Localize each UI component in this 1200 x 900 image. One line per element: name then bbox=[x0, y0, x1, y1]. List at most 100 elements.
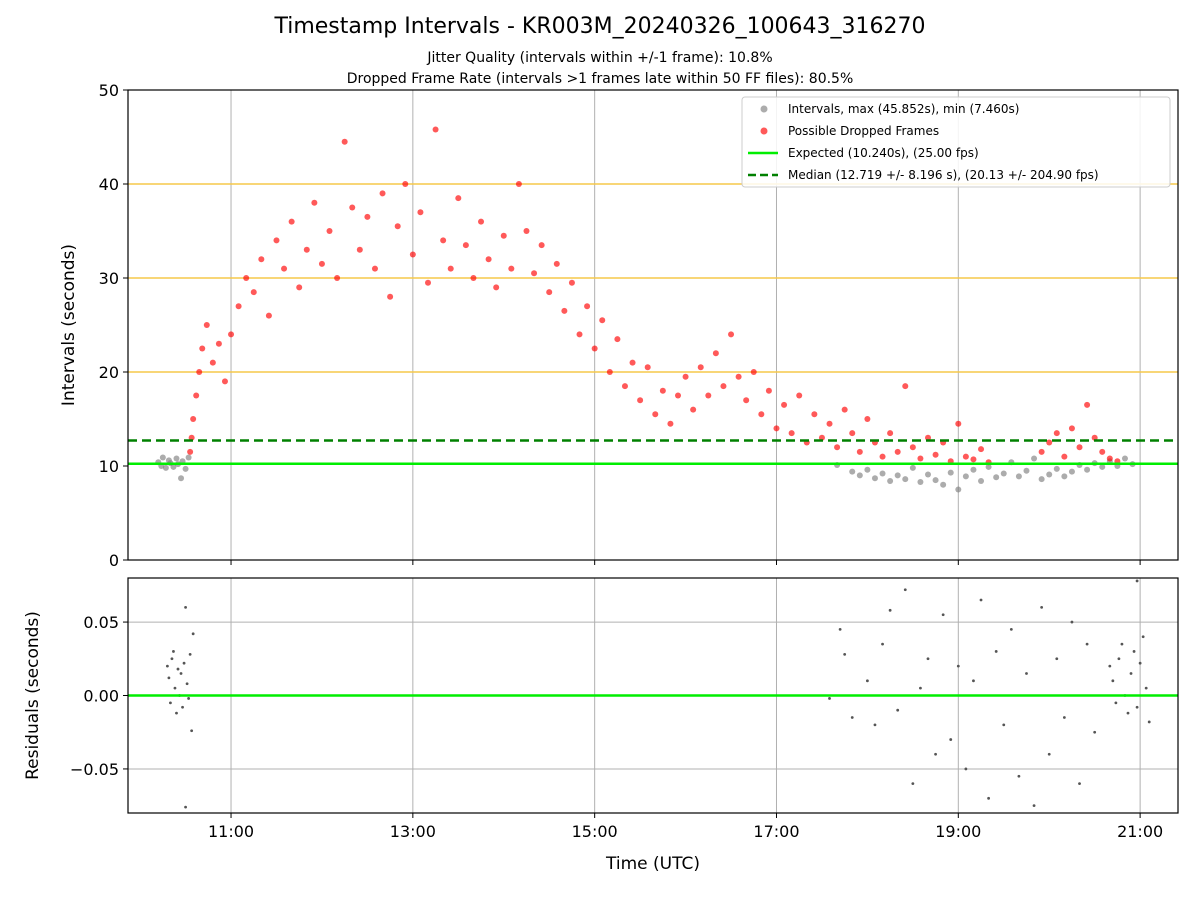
interval-point bbox=[1084, 466, 1091, 473]
interval-point bbox=[978, 478, 985, 485]
dropped-frame-point bbox=[629, 359, 636, 366]
interval-point bbox=[940, 481, 947, 488]
interval-point bbox=[182, 465, 189, 472]
dropped-frame-point bbox=[705, 392, 712, 399]
residual-point bbox=[1126, 711, 1130, 715]
dropped-frame-point bbox=[902, 383, 909, 390]
dropped-frame-point bbox=[209, 359, 216, 366]
legend-box bbox=[741, 96, 1171, 188]
interval-point bbox=[185, 454, 192, 461]
residual-point bbox=[1062, 716, 1066, 719]
interval-point bbox=[894, 472, 901, 479]
intervals-ytick-label: 10 bbox=[99, 457, 119, 476]
dropped-frame-point bbox=[409, 251, 416, 258]
dropped-frame-point bbox=[199, 345, 206, 352]
interval-point bbox=[947, 469, 954, 476]
residual-point bbox=[1040, 605, 1044, 609]
interval-point bbox=[932, 477, 939, 484]
dropped-frame-point bbox=[1106, 455, 1113, 462]
dropped-frame-point bbox=[341, 138, 348, 145]
interval-point bbox=[864, 466, 871, 473]
dropped-frame-point bbox=[864, 416, 871, 422]
residual-point bbox=[1017, 774, 1021, 778]
residual-point bbox=[182, 661, 186, 665]
residual-point bbox=[165, 664, 169, 668]
dropped-frame-point bbox=[599, 317, 606, 324]
dropped-frame-point bbox=[667, 420, 674, 427]
dropped-frame-point bbox=[1084, 401, 1091, 408]
residual-point bbox=[1120, 642, 1124, 646]
dropped-frame-point bbox=[273, 237, 280, 244]
residual-point bbox=[1141, 635, 1145, 639]
dropped-frame-point bbox=[735, 373, 742, 380]
residual-point bbox=[1032, 804, 1036, 808]
dropped-frame-point bbox=[1053, 430, 1060, 437]
interval-point bbox=[1061, 473, 1068, 480]
dropped-frame-point bbox=[584, 303, 591, 310]
dropped-frame-point bbox=[523, 228, 530, 234]
interval-point bbox=[993, 474, 1000, 481]
residual-point bbox=[172, 650, 175, 653]
residual-point bbox=[1093, 730, 1097, 734]
residuals-ytick-label: 0.05 bbox=[83, 613, 119, 632]
dropped-frame-point bbox=[834, 444, 841, 451]
intervals-ytick-label: 0 bbox=[109, 551, 119, 570]
dropped-frame-point bbox=[288, 218, 295, 225]
dropped-frame-point bbox=[417, 209, 424, 216]
dropped-frame-point bbox=[894, 448, 901, 455]
residual-point bbox=[1117, 657, 1121, 661]
residual-point bbox=[911, 782, 915, 786]
interval-point bbox=[955, 486, 962, 493]
dropped-frame-point bbox=[712, 350, 719, 357]
dropped-frame-point bbox=[318, 260, 325, 267]
dropped-frame-point bbox=[515, 181, 522, 187]
dropped-frame-point bbox=[561, 307, 568, 314]
dropped-frame-point bbox=[781, 401, 788, 408]
dropped-frame-point bbox=[773, 425, 780, 432]
legend-marker-dropped bbox=[760, 127, 768, 135]
dropped-frame-point bbox=[879, 453, 886, 460]
residual-point bbox=[1114, 701, 1118, 705]
interval-point bbox=[902, 476, 909, 483]
residual-point bbox=[941, 613, 945, 617]
dropped-frame-point bbox=[455, 195, 462, 202]
interval-point bbox=[1038, 476, 1045, 483]
residual-point bbox=[184, 805, 187, 809]
residual-point bbox=[169, 701, 172, 705]
residuals-xtick-label: 19:00 bbox=[935, 822, 981, 841]
dropped-frame-point bbox=[856, 448, 863, 455]
dropped-frame-point bbox=[978, 446, 985, 453]
dropped-frame-point bbox=[500, 232, 507, 239]
residual-point bbox=[987, 796, 991, 800]
dropped-frame-point bbox=[917, 455, 924, 462]
dropped-frame-point bbox=[364, 213, 371, 220]
dropped-frame-point bbox=[1076, 444, 1083, 451]
dropped-frame-point bbox=[356, 246, 363, 253]
residual-point bbox=[176, 667, 180, 671]
dropped-frame-point bbox=[652, 411, 659, 418]
dropped-frame-point bbox=[1061, 453, 1068, 460]
interval-point bbox=[871, 475, 878, 482]
dropped-frame-point bbox=[788, 430, 795, 437]
residual-point bbox=[1047, 752, 1051, 756]
residual-point bbox=[1078, 782, 1081, 786]
dropped-frame-point bbox=[728, 331, 735, 338]
dropped-frame-point bbox=[379, 190, 386, 197]
dropped-frame-point bbox=[470, 275, 477, 281]
residual-point bbox=[1055, 657, 1059, 661]
interval-point bbox=[162, 464, 169, 471]
residual-point bbox=[190, 729, 194, 733]
residual-point bbox=[994, 650, 998, 653]
residual-point bbox=[881, 642, 884, 646]
dropped-frame-point bbox=[568, 279, 575, 286]
residuals-ylabel: Residuals (seconds) bbox=[23, 611, 43, 780]
dropped-frame-point bbox=[887, 430, 894, 437]
residual-point bbox=[1138, 661, 1142, 665]
dropped-frame-point bbox=[955, 420, 962, 427]
interval-point bbox=[887, 478, 894, 485]
dropped-frame-point bbox=[970, 456, 977, 463]
dropped-frame-point bbox=[215, 340, 222, 347]
dropped-frame-point bbox=[387, 293, 394, 300]
residuals-ytick-label: 0.00 bbox=[83, 687, 119, 706]
intervals-ylabel: Intervals (seconds) bbox=[59, 244, 79, 406]
